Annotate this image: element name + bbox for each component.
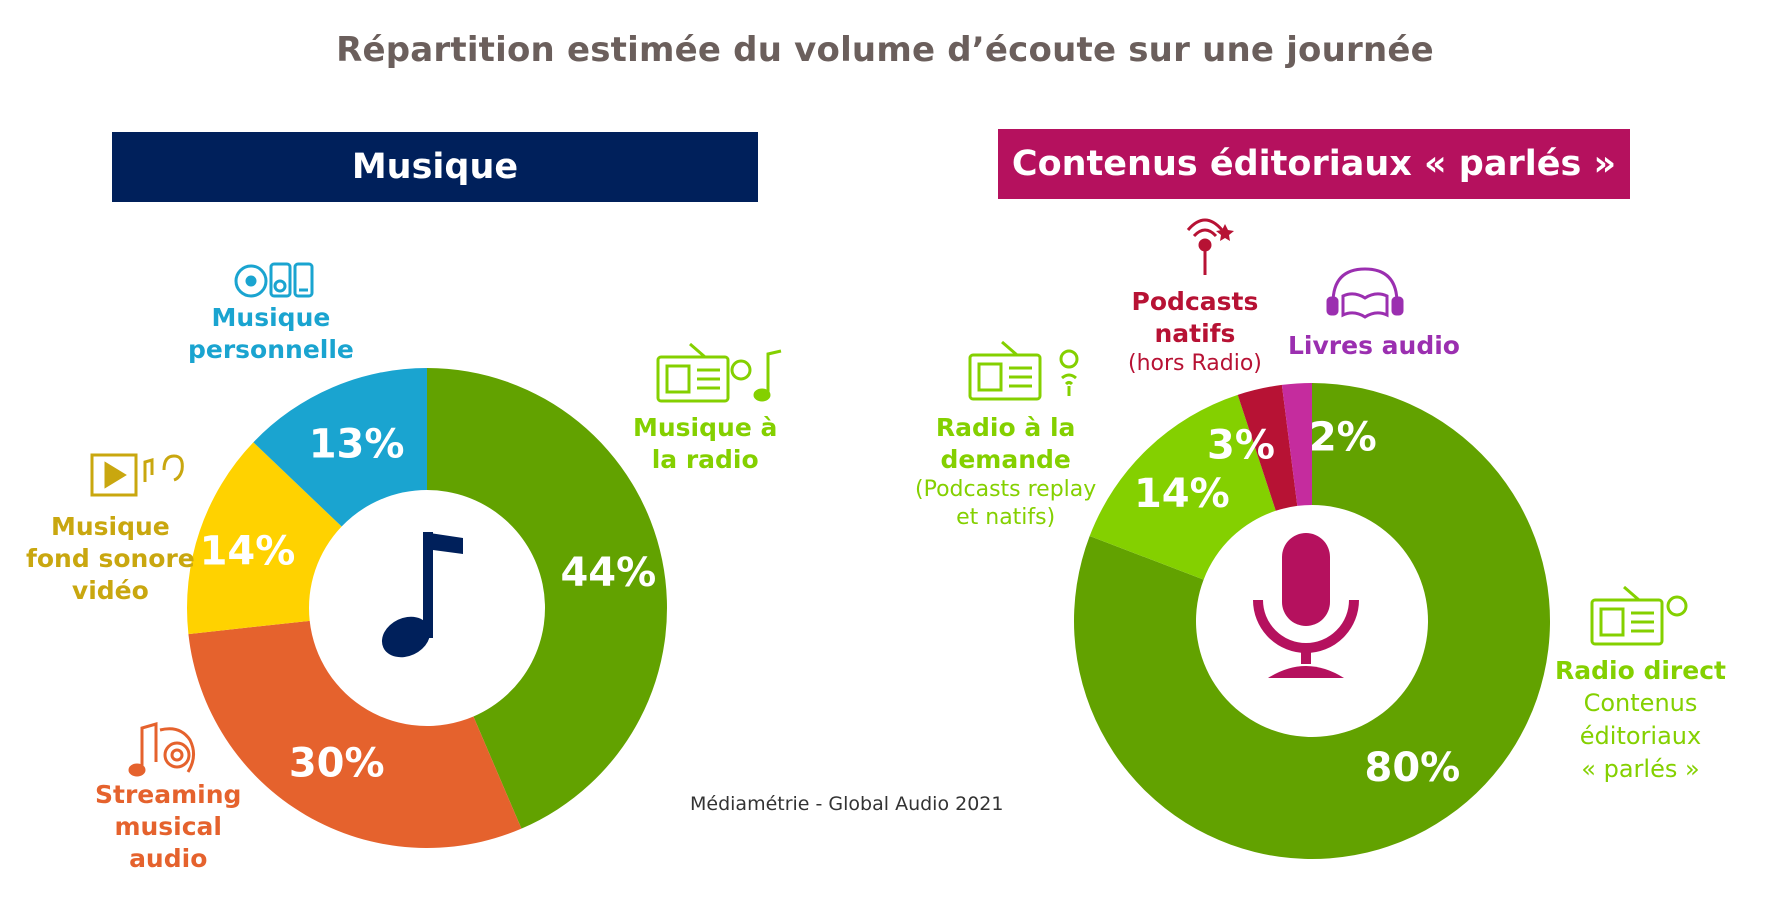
label-line: audio: [129, 844, 208, 873]
label-streaming-musical: Streaming musical audio: [95, 779, 241, 875]
label-sub-line: et natifs): [956, 505, 1056, 530]
label-line: Podcasts: [1131, 287, 1259, 316]
cd-player-phone-icon: [234, 262, 314, 298]
data-label-podcasts-natifs: 3%: [1207, 422, 1275, 468]
label-line: vidéo: [71, 576, 149, 605]
label-line: Radio direct: [1555, 656, 1726, 685]
label-line: natifs: [1154, 319, 1236, 348]
label-line: fond sonore: [26, 544, 195, 573]
label-musique-radio: Musique à la radio: [633, 412, 777, 476]
label-line: Musique à: [633, 413, 778, 442]
source-caption: Médiamétrie - Global Audio 2021: [690, 793, 1004, 815]
label-line: Musique: [211, 303, 331, 332]
data-label-musique-fond-sonore-vid-o: 14%: [200, 529, 296, 575]
label-line: Livres audio: [1288, 331, 1460, 360]
data-label-musique-personnelle: 13%: [309, 421, 405, 467]
label-livres-audio: Livres audio: [1288, 330, 1460, 362]
label-sub-line: (hors Radio): [1128, 351, 1262, 376]
page-title: Répartition estimée du volume d’écoute s…: [336, 30, 1434, 70]
music-note-icon: [381, 532, 463, 658]
radio-icon-direct: [1590, 585, 1688, 646]
label-musique-personnelle: Musique personnelle: [188, 302, 354, 366]
label-line: personnelle: [188, 335, 354, 364]
donut-slice-podcasts-natifs: [1237, 384, 1298, 511]
banner-spoken: Contenus éditoriaux « parlés »: [998, 129, 1630, 199]
data-label-livres-audio: 2%: [1309, 414, 1377, 460]
donut-slice-musique-personnelle: [253, 368, 427, 527]
label-fond-sonore-video: Musique fond sonore vidéo: [26, 511, 195, 607]
streaming-icon: [128, 722, 195, 777]
label-line: Musique: [50, 512, 170, 541]
donut-slice-radio-direct: [1074, 383, 1551, 860]
microphone-icon: [1253, 533, 1359, 678]
label-line: demande: [940, 445, 1071, 474]
donut-chart-spoken: 80% 14%3% 2%: [1074, 383, 1551, 860]
label-line: Radio à la: [935, 413, 1076, 442]
radio-icon-music: [656, 342, 782, 403]
donut-slice-livres-audio: [1281, 383, 1312, 506]
data-label-musique-la-radio: 44%: [560, 550, 656, 596]
headphones-book-icon: [1326, 267, 1404, 319]
label-sub-line: Contenus: [1583, 689, 1698, 717]
donut-slice-streaming-musical-audio: [188, 620, 522, 849]
donut-slice-musique-fond-sonore-vid-o: [187, 442, 342, 635]
donut-slice-musique-la-radio: [427, 368, 668, 829]
label-radio-demande: Radio à la demande (Podcasts replay et n…: [915, 412, 1096, 532]
radio-icon-replay: [968, 340, 1079, 401]
label-radio-direct: Radio direct Contenus éditoriaux « parlé…: [1555, 655, 1726, 786]
label-sub-line: éditoriaux: [1579, 722, 1702, 750]
podcast-antenna-icon: [1186, 218, 1234, 275]
video-play-icon: [90, 453, 184, 497]
label-sub-line: « parlés »: [1581, 755, 1700, 783]
label-line: musical: [114, 812, 222, 841]
label-line: la radio: [651, 445, 759, 474]
donut-slice-radio-la-demande: [1089, 394, 1276, 580]
data-label-radio-direct: 80%: [1364, 745, 1460, 791]
label-podcasts-natifs: Podcasts natifs (hors Radio): [1128, 286, 1262, 378]
banner-music: Musique: [112, 132, 758, 202]
donut-chart-music: 44% 30% 14% 13%: [187, 368, 668, 849]
data-label-radio-la-demande: 14%: [1134, 471, 1230, 517]
label-sub-line: (Podcasts replay: [915, 477, 1097, 502]
label-line: Streaming: [95, 780, 242, 809]
data-label-streaming-musical-audio: 30%: [289, 741, 385, 787]
